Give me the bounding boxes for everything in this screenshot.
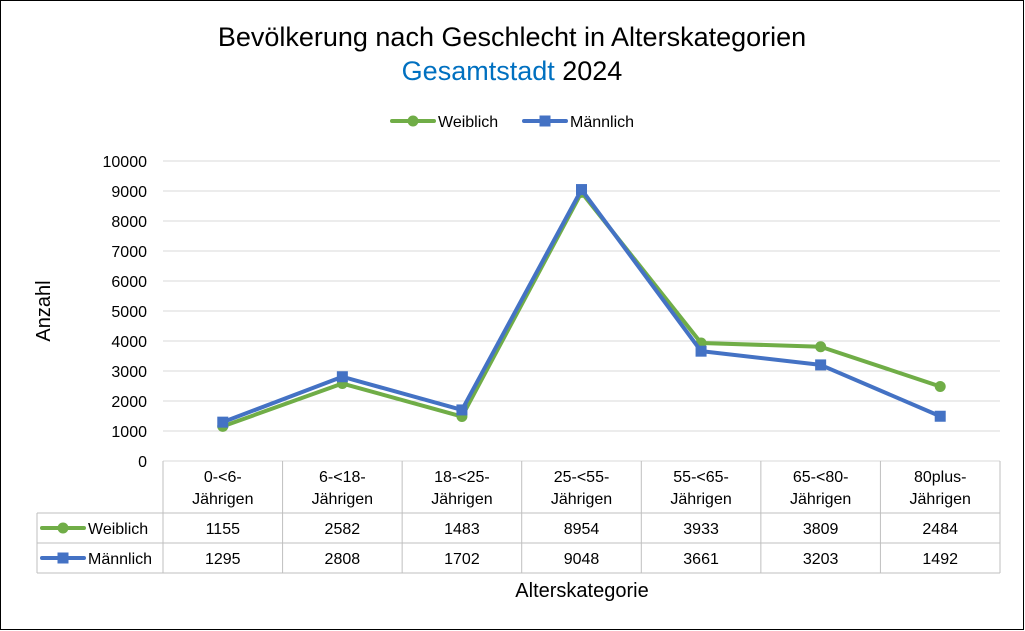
chart-title: Bevölkerung nach Geschlecht in Alterskat…	[218, 22, 806, 52]
table-cell-value: 3809	[803, 521, 839, 538]
x-category-label: 65-<80-	[793, 469, 849, 486]
x-category-label: Jährigen	[790, 491, 851, 508]
data-point	[336, 371, 348, 383]
series-group	[217, 184, 946, 432]
table-series-name: Männlich	[88, 551, 152, 568]
table-cell-value: 3933	[683, 521, 719, 538]
x-axis-title: Alterskategorie	[515, 580, 648, 602]
y-tick-label: 8000	[111, 214, 147, 231]
table-cell-value: 2808	[325, 551, 361, 568]
table-cell-value: 9048	[564, 551, 600, 568]
y-tick-label: 4000	[111, 334, 147, 351]
x-category-label: Jährigen	[312, 491, 373, 508]
table-key-marker	[57, 552, 69, 564]
y-axis-title: Anzahl	[33, 280, 55, 341]
y-tick-label: 0	[138, 454, 147, 471]
legend: Weiblich Männlich	[390, 114, 634, 131]
legend-key-marker	[539, 115, 551, 127]
data-point	[934, 380, 946, 392]
data-point	[815, 341, 827, 353]
table-cell-value: 3661	[683, 551, 719, 568]
subtitle-year: 2024	[555, 56, 623, 86]
x-category-label: Jährigen	[431, 491, 492, 508]
table-cell-value: 2484	[922, 521, 958, 538]
chart-subtitle: Gesamtstadt 2024	[402, 56, 623, 86]
data-table: 0-<6- Jährigen 6-<18- Jährigen 18-<25- Jährig…	[36, 461, 1001, 574]
y-tick-label: 2000	[111, 394, 147, 411]
data-point	[217, 416, 229, 428]
table-cell-value: 1702	[444, 551, 480, 568]
table-cell-value: 2582	[325, 521, 361, 538]
gridlines	[163, 160, 1000, 462]
x-category-label: 80plus-	[914, 469, 966, 486]
x-category-label: 6-<18-	[319, 469, 366, 486]
y-tick-label: 3000	[111, 364, 147, 381]
data-point	[695, 345, 707, 357]
legend-label: Männlich	[570, 114, 634, 131]
y-tick-label: 5000	[111, 304, 147, 321]
y-tick-label: 6000	[111, 274, 147, 291]
data-point	[456, 404, 468, 416]
table-series-name: Weiblich	[88, 521, 148, 538]
y-axis-ticks: 0 1000 2000 3000 4000 5000 6000 7000 8000 9000 100…	[103, 154, 148, 471]
data-point	[576, 184, 587, 196]
y-tick-label: 1000	[111, 424, 147, 441]
legend-key-marker	[407, 115, 419, 127]
y-tick-label: 10000	[103, 154, 148, 171]
x-category-label: 55-<65-	[673, 469, 729, 486]
subtitle-highlight: Gesamtstadt	[402, 56, 556, 86]
data-point	[815, 359, 827, 371]
table-cell-value: 1295	[205, 551, 241, 568]
x-category-label: 25-<55-	[554, 469, 610, 486]
table-key-marker	[57, 522, 69, 534]
y-tick-label: 7000	[111, 244, 147, 261]
x-category-label: 18-<25-	[434, 469, 490, 486]
x-category-label: Jährigen	[551, 491, 612, 508]
y-tick-label: 9000	[111, 184, 147, 201]
x-category-label: Jährigen	[910, 491, 971, 508]
x-category-label: Jährigen	[670, 491, 731, 508]
legend-label: Weiblich	[438, 114, 498, 131]
table-cell-value: 1155	[206, 521, 241, 538]
table-cell-value: 1483	[444, 521, 480, 538]
table-cell-value: 1492	[922, 551, 958, 568]
table-cell-value: 8954	[564, 521, 600, 538]
data-point	[934, 410, 946, 422]
table-cell-value: 3203	[803, 551, 839, 568]
x-category-label: 0-<6-	[204, 469, 242, 486]
x-category-label: Jährigen	[192, 491, 253, 508]
